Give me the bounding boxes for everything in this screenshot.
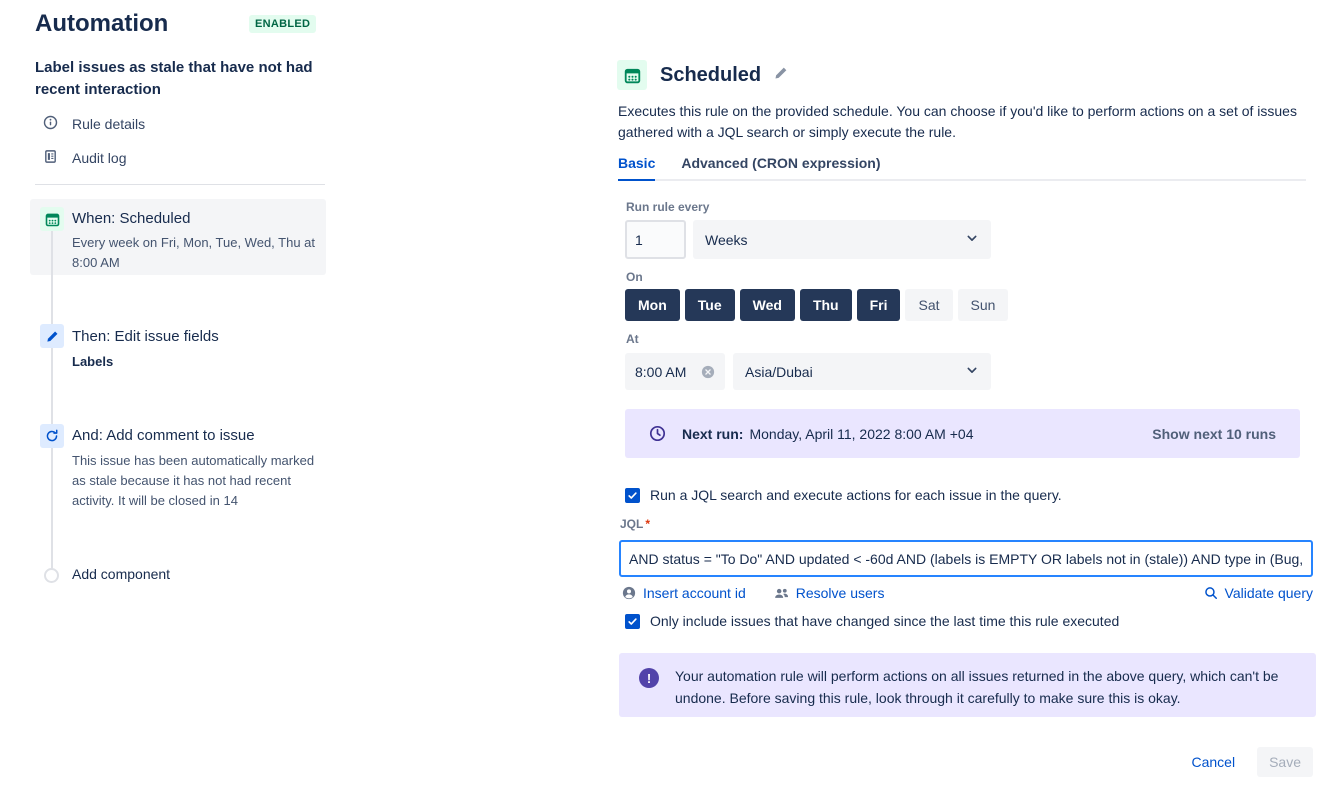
info-icon <box>43 115 58 133</box>
cancel-button[interactable]: Cancel <box>1191 754 1236 770</box>
validate-query-button[interactable]: Validate query <box>1204 585 1313 601</box>
sidebar-item-label: Audit log <box>72 150 127 166</box>
timezone-select[interactable]: Asia/Dubai <box>733 353 991 390</box>
sidebar-item-rule-details[interactable]: Rule details <box>43 115 145 133</box>
refresh-icon <box>40 424 64 448</box>
day-button-thu[interactable]: Thu <box>799 289 852 321</box>
jql-field-label: JQL * <box>620 517 650 531</box>
clear-time-icon[interactable] <box>701 365 715 379</box>
sidebar-item-audit-log[interactable]: Audit log <box>43 149 126 167</box>
empty-circle-icon <box>44 568 59 583</box>
panel-header: Scheduled <box>617 60 788 90</box>
validate-query-label: Validate query <box>1224 585 1313 601</box>
rule-name: Label issues as stale that have not had … <box>35 59 313 98</box>
day-button-tue[interactable]: Tue <box>684 289 735 321</box>
day-selector: Mon Tue Wed Thu Fri Sat Sun <box>625 289 1009 321</box>
save-button[interactable]: Save <box>1257 747 1313 777</box>
step-title[interactable]: And: Add comment to issue <box>72 427 255 444</box>
clock-icon <box>649 425 666 442</box>
day-button-wed[interactable]: Wed <box>739 289 795 321</box>
jql-label-text: JQL <box>620 517 644 531</box>
time-value: 8:00 AM <box>635 363 687 380</box>
only-changed-checkbox-label: Only include issues that have changed si… <box>650 613 1120 629</box>
tab-bar: Basic Advanced (CRON expression) <box>618 155 1306 181</box>
show-next-runs-button[interactable]: Show next 10 runs <box>1152 425 1276 442</box>
day-button-mon[interactable]: Mon <box>625 289 680 321</box>
insert-account-id-button[interactable]: Insert account id <box>622 585 746 601</box>
at-time-label: At <box>626 332 639 346</box>
only-changed-checkbox[interactable] <box>625 613 640 629</box>
jql-input[interactable] <box>619 540 1313 577</box>
calendar-icon <box>40 207 64 231</box>
interval-input[interactable] <box>625 220 686 259</box>
next-run-label: Next run: <box>682 425 744 442</box>
page-title: Automation <box>35 10 169 37</box>
audit-log-icon <box>43 149 58 167</box>
next-run-value: Monday, April 11, 2022 8:00 AM +04 <box>749 425 974 442</box>
footer-actions: Cancel Save <box>617 747 1313 777</box>
run-rule-every-label: Run rule every <box>626 200 710 214</box>
warning-text: Your automation rule will perform action… <box>675 668 1279 706</box>
interval-unit-select[interactable]: Weeks <box>693 220 991 259</box>
step-title[interactable]: When: Scheduled <box>72 210 191 227</box>
jql-search-checkbox[interactable] <box>625 487 640 503</box>
next-run-text: Next run: Monday, April 11, 2022 8:00 AM … <box>682 426 973 442</box>
insert-account-id-label: Insert account id <box>643 585 746 601</box>
warning-icon: ! <box>639 668 659 688</box>
required-asterisk: * <box>645 517 651 531</box>
step-description: This issue has been automatically marked… <box>72 453 315 509</box>
on-days-label: On <box>626 270 643 284</box>
day-button-sat[interactable]: Sat <box>905 289 953 321</box>
scheduled-config-panel: Scheduled Executes this rule on the prov… <box>617 0 1317 787</box>
jql-search-checkbox-row: Run a JQL search and execute actions for… <box>625 487 1062 503</box>
interval-unit-value: Weeks <box>705 231 748 248</box>
status-badge: ENABLED <box>249 15 317 33</box>
resolve-users-label: Resolve users <box>795 585 885 601</box>
resolve-users-button[interactable]: Resolve users <box>774 585 885 601</box>
chevron-down-icon <box>965 231 979 248</box>
jql-search-checkbox-label: Run a JQL search and execute actions for… <box>650 487 1062 503</box>
warning-banner: ! Your automation rule will perform acti… <box>619 653 1316 717</box>
only-changed-checkbox-row: Only include issues that have changed si… <box>625 613 1119 629</box>
step-when-scheduled[interactable] <box>30 199 326 275</box>
pencil-icon <box>40 324 64 348</box>
sidebar-item-label: Rule details <box>72 116 146 132</box>
calendar-icon <box>617 60 647 90</box>
step-connector-line <box>51 231 53 576</box>
step-description: Labels <box>72 354 114 369</box>
day-button-sun[interactable]: Sun <box>957 289 1009 321</box>
tab-advanced-cron[interactable]: Advanced (CRON expression) <box>681 155 881 171</box>
add-component-button[interactable]: Add component <box>72 566 171 582</box>
edit-title-icon[interactable] <box>774 66 788 85</box>
chevron-down-icon <box>965 363 979 380</box>
panel-description: Executes this rule on the provided sched… <box>618 103 1297 140</box>
step-description: Every week on Fri, Mon, Tue, Wed, Thu at… <box>72 235 316 271</box>
jql-toolbar: Insert account id Resolve users Validate… <box>622 585 1313 601</box>
step-title[interactable]: Then: Edit issue fields <box>72 328 219 345</box>
panel-title: Scheduled <box>660 63 762 86</box>
tab-basic[interactable]: Basic <box>618 155 656 181</box>
timezone-value: Asia/Dubai <box>745 363 813 380</box>
time-input[interactable]: 8:00 AM <box>625 353 725 390</box>
next-run-banner: Next run: Monday, April 11, 2022 8:00 AM … <box>625 409 1300 458</box>
day-button-fri[interactable]: Fri <box>856 289 901 321</box>
sidebar-divider <box>35 184 325 185</box>
